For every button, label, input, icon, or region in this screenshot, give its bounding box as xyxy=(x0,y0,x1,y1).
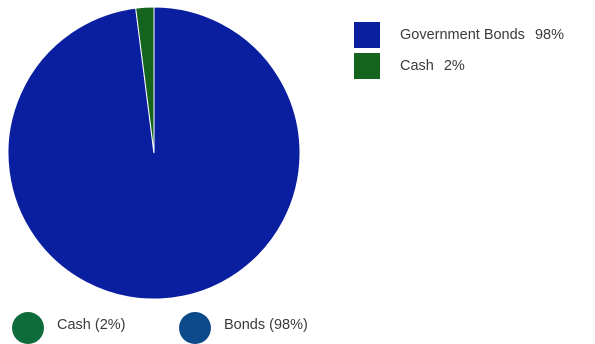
legend-label-cash: Cash 2% xyxy=(400,58,465,74)
bottom-legend-label-cash: Cash (2%) xyxy=(57,317,126,333)
legend-swatch-government-bonds xyxy=(354,22,380,48)
bottom-legend-label-bonds: Bonds (98%) xyxy=(224,317,308,333)
legend-label-government-bonds: Government Bonds 98% xyxy=(400,27,564,43)
legend-name: Cash xyxy=(400,58,434,74)
pie-slices xyxy=(7,6,301,300)
pie-chart xyxy=(7,6,301,300)
legend-value: 98% xyxy=(534,27,564,43)
pie-slice-cash xyxy=(135,6,155,154)
bottom-legend-dot-cash xyxy=(12,312,44,344)
legend-name: Government Bonds xyxy=(400,27,525,43)
bottom-legend-dot-bonds xyxy=(179,312,211,344)
legend-value: 2% xyxy=(443,58,465,74)
legend-swatch-cash xyxy=(354,53,380,79)
